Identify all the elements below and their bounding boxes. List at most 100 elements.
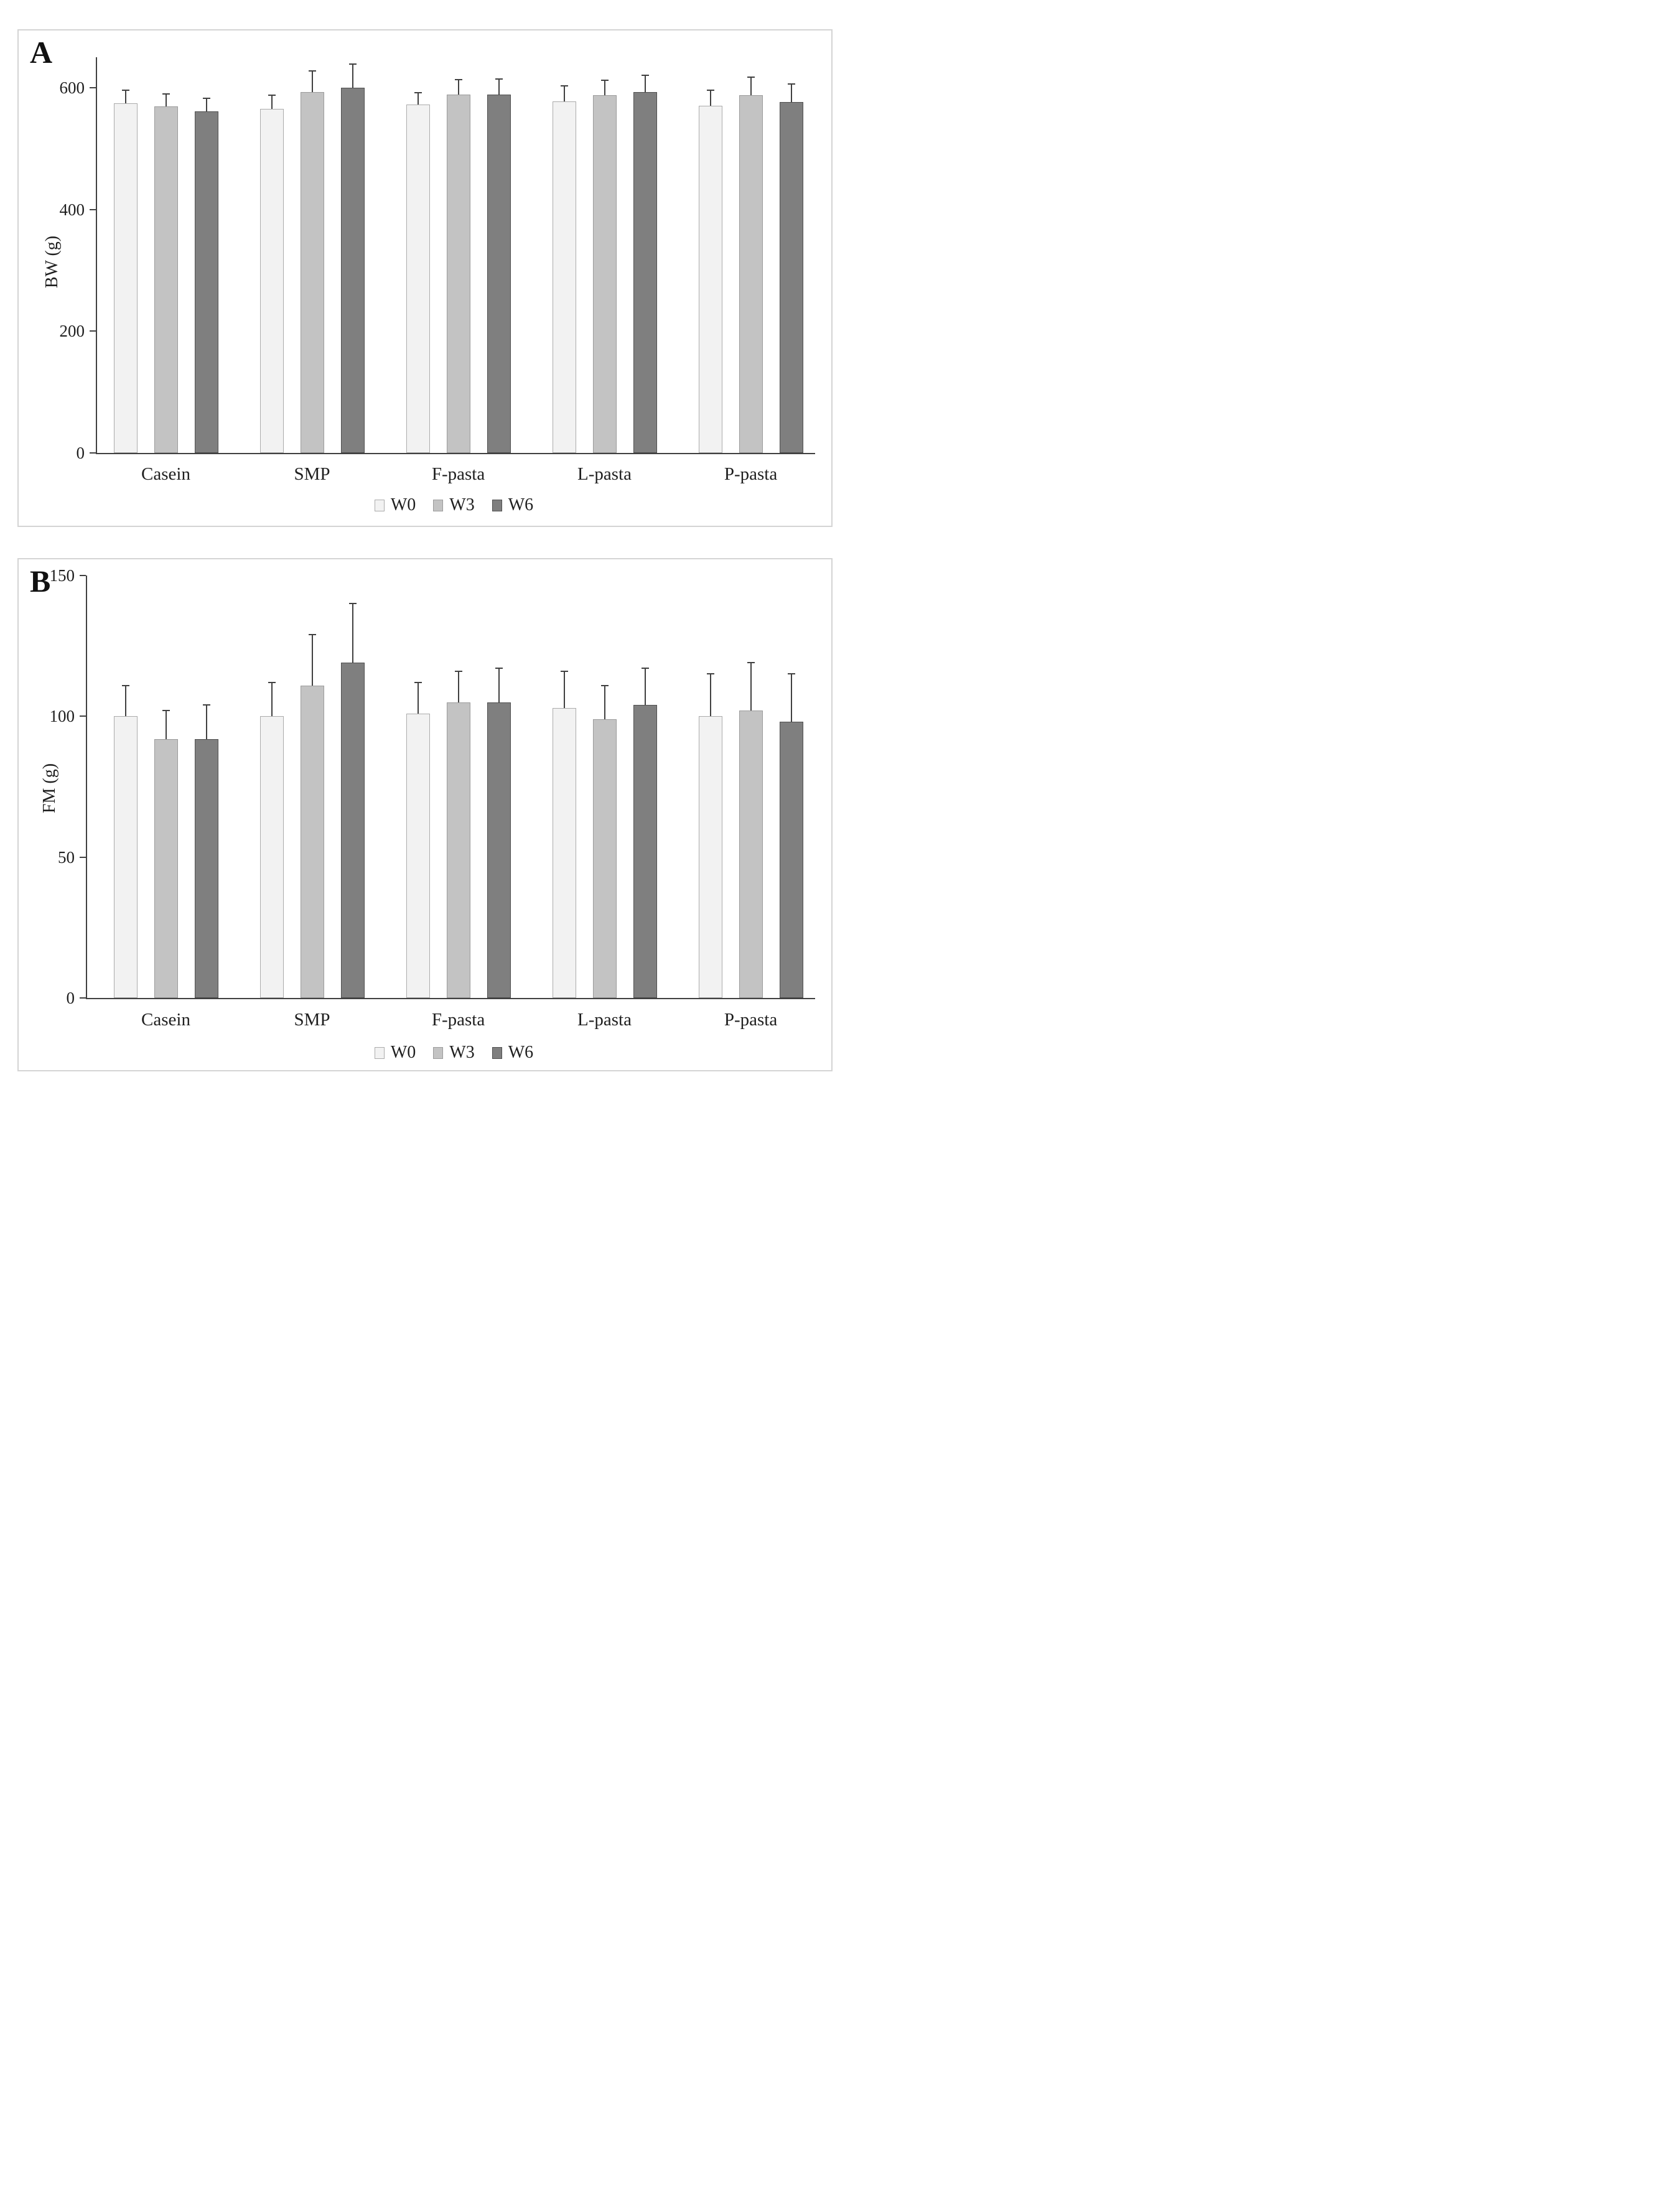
y-axis-line bbox=[96, 57, 97, 454]
y-axis-line bbox=[86, 575, 87, 999]
error-bar-whisker bbox=[457, 671, 459, 702]
error-bar-whisker bbox=[498, 79, 500, 95]
x-category-label: L-pasta bbox=[577, 464, 632, 484]
error-bar-whisker bbox=[165, 711, 167, 739]
error-bar-cap bbox=[348, 63, 357, 65]
x-category-label: SMP bbox=[294, 464, 330, 484]
error-bar-whisker bbox=[457, 80, 459, 95]
error-bar-whisker bbox=[604, 80, 605, 95]
error-bar-whisker bbox=[417, 683, 419, 714]
bar bbox=[592, 95, 617, 453]
error-bar-whisker bbox=[124, 90, 126, 104]
error-bar-cap bbox=[495, 78, 503, 80]
legend-item-w6: W6 bbox=[492, 1043, 533, 1062]
legend-swatch-w6 bbox=[492, 1046, 502, 1059]
x-category-label: F-pasta bbox=[431, 464, 485, 484]
bar bbox=[633, 91, 657, 453]
bar bbox=[406, 105, 430, 453]
x-category-label: Casein bbox=[141, 464, 190, 484]
panel-b-y-axis-title: FM (g) bbox=[40, 763, 59, 814]
error-bar-cap bbox=[268, 682, 276, 683]
error-bar-whisker bbox=[644, 75, 646, 92]
bar bbox=[739, 711, 763, 998]
error-bar-whisker bbox=[311, 70, 313, 92]
legend-item-w6: W6 bbox=[492, 496, 533, 515]
x-axis-line bbox=[96, 453, 815, 454]
panel-b-letter: B bbox=[30, 564, 51, 599]
error-bar-cap bbox=[202, 704, 210, 706]
x-category-label: L-pasta bbox=[577, 1010, 632, 1030]
bar bbox=[259, 716, 284, 998]
y-axis-tick-label: 0 bbox=[66, 989, 75, 1007]
bar bbox=[154, 106, 178, 453]
error-bar-whisker bbox=[271, 683, 273, 717]
bar bbox=[194, 111, 218, 453]
error-bar-whisker bbox=[790, 84, 792, 103]
error-bar-cap bbox=[787, 83, 795, 85]
error-bar-cap bbox=[747, 77, 755, 78]
y-axis-tick-label: 150 bbox=[49, 566, 75, 585]
legend-label: W3 bbox=[449, 495, 475, 515]
error-bar-cap bbox=[641, 75, 649, 77]
error-bar-whisker bbox=[311, 635, 313, 686]
legend-label: W3 bbox=[449, 1043, 475, 1062]
error-bar-cap bbox=[162, 93, 170, 95]
bar bbox=[552, 707, 576, 998]
error-bar-whisker bbox=[790, 674, 792, 722]
error-bar-cap bbox=[600, 80, 609, 82]
legend-label: W6 bbox=[508, 1043, 534, 1062]
y-axis-tick bbox=[80, 856, 86, 858]
error-bar-cap bbox=[414, 682, 422, 683]
bar bbox=[300, 685, 324, 998]
x-category-label: P-pasta bbox=[724, 1010, 778, 1030]
y-axis-tick-label: 50 bbox=[58, 847, 75, 867]
error-bar-whisker bbox=[750, 77, 752, 95]
error-bar-cap bbox=[162, 710, 170, 712]
error-bar-cap bbox=[560, 670, 568, 672]
y-axis-tick bbox=[90, 452, 96, 454]
error-bar-whisker bbox=[750, 663, 752, 711]
error-bar-cap bbox=[454, 79, 462, 81]
error-bar-cap bbox=[202, 97, 210, 99]
legend-item-w3: W3 bbox=[433, 1043, 475, 1062]
y-axis-tick bbox=[90, 86, 96, 88]
y-axis-tick bbox=[90, 330, 96, 332]
bar bbox=[194, 739, 218, 998]
bar bbox=[300, 91, 324, 453]
error-bar-whisker bbox=[271, 95, 273, 110]
y-axis-tick bbox=[80, 715, 86, 717]
error-bar-cap bbox=[706, 89, 714, 91]
bar bbox=[779, 722, 803, 998]
figure-panel-b: B FM (g) 0 50 100 150 Casein SMP F-pasta L-past… bbox=[17, 558, 833, 1071]
y-axis-tick bbox=[80, 575, 86, 576]
legend: W0 W3 W6 bbox=[93, 1043, 815, 1062]
figure-panel-a: A BW (g) 0 200 400 600 Casein SMP F-pasta L-pas… bbox=[17, 29, 833, 527]
error-bar-whisker bbox=[563, 85, 565, 102]
legend-swatch-w0 bbox=[374, 1046, 385, 1059]
error-bar-cap bbox=[348, 603, 357, 605]
y-axis-tick-label: 200 bbox=[59, 322, 85, 341]
bar bbox=[113, 103, 138, 453]
error-bar-cap bbox=[787, 673, 795, 675]
error-bar-cap bbox=[308, 634, 316, 636]
y-axis-tick-label: 600 bbox=[59, 78, 85, 97]
error-bar-whisker bbox=[352, 603, 353, 663]
bar bbox=[487, 94, 511, 453]
legend-item-w3: W3 bbox=[433, 495, 475, 515]
y-axis-tick bbox=[90, 208, 96, 210]
x-category-label: Casein bbox=[141, 1010, 190, 1030]
x-axis-line bbox=[86, 998, 815, 999]
bar bbox=[406, 713, 430, 998]
bar bbox=[340, 87, 365, 453]
legend-label: W0 bbox=[390, 1043, 416, 1062]
bar bbox=[154, 739, 178, 998]
error-bar-whisker bbox=[709, 90, 711, 106]
legend: W0 W3 W6 bbox=[93, 496, 815, 515]
error-bar-cap bbox=[560, 85, 568, 86]
legend-label: W0 bbox=[390, 495, 416, 515]
legend-label: W6 bbox=[508, 495, 534, 515]
error-bar-whisker bbox=[498, 668, 500, 702]
error-bar-cap bbox=[454, 670, 462, 672]
bar bbox=[633, 705, 657, 998]
error-bar-cap bbox=[706, 673, 714, 675]
